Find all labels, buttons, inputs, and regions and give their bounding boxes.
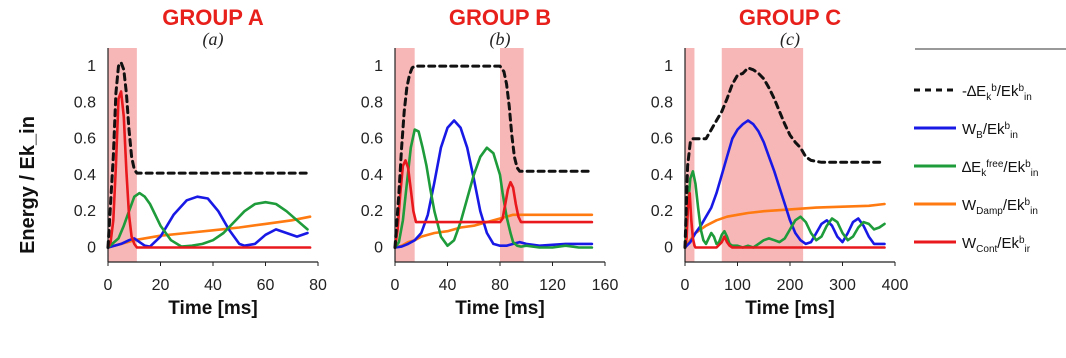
x-tick-label: 100	[724, 277, 751, 294]
panel-c: GROUP C(c) 1 0.8 0.6 0.4 0.2 0 0 100 200 300 400 Tim…	[651, 5, 909, 319]
y-tick-label: 0.6	[361, 131, 383, 148]
legend-label: WB/Ekbin	[962, 121, 1018, 141]
y-tick-label: 0.8	[361, 94, 383, 111]
x-tick-label: 400	[882, 277, 909, 294]
x-tick-label: 80	[491, 277, 509, 294]
highlight-band	[721, 48, 804, 262]
series-line-WB	[393, 119, 594, 249]
x-axis-label: Time [ms]	[745, 298, 834, 319]
series-line-dEkb	[106, 61, 312, 249]
y-tick-label: 0	[87, 239, 96, 256]
panel-label: (b)	[490, 29, 511, 50]
panels: GROUP A(a) 1 0.8 0.6 0.4 0.2 0 0 20 40 60 80 Time [m…	[74, 5, 909, 319]
x-tick-label: 0	[391, 277, 400, 294]
y-tick-label: 0.2	[651, 203, 673, 220]
x-tick-label: 40	[204, 277, 222, 294]
y-tick-label: 0.4	[361, 167, 383, 184]
series-line-WCont	[393, 159, 594, 249]
y-axis-label: Energy / Ek_in	[17, 116, 39, 254]
y-tick-label: 1	[664, 58, 673, 75]
legend-label: -∆Ekb/Ekbin	[962, 83, 1032, 103]
group-title: GROUP B	[449, 5, 551, 30]
y-tick-label: 1	[87, 58, 96, 75]
x-tick-label: 0	[681, 277, 690, 294]
legend: -∆Ekb/Ekbin WB/Ekbin ∆Ekfree/Ekbin WDamp/Ek…	[914, 83, 1038, 255]
series-line-WCont	[106, 90, 312, 249]
highlight-band	[500, 48, 524, 262]
legend-item-WDamp: WDamp/Ekbin	[914, 197, 1038, 217]
series-line-WB	[106, 195, 309, 249]
x-tick-label: 300	[829, 277, 856, 294]
x-tick-label: 0	[104, 277, 113, 294]
series-line-WB	[683, 119, 886, 249]
group-title: GROUP C	[739, 5, 841, 30]
panel-label: (c)	[780, 29, 800, 50]
legend-item-dEkb: -∆Ekb/Ekbin	[914, 83, 1032, 103]
x-tick-label: 40	[439, 277, 457, 294]
series-line-dEkb	[393, 64, 594, 249]
legend-label: WDamp/Ekbin	[962, 197, 1038, 217]
legend-item-WCont: WCont/Ekbir	[914, 235, 1031, 255]
y-tick-label: 0.6	[74, 131, 96, 148]
legend-label: WCont/Ekbir	[962, 235, 1031, 255]
y-tick-label: 0	[664, 239, 673, 256]
series-line-dEkb	[683, 66, 886, 249]
x-tick-label: 20	[152, 277, 170, 294]
panel-b: GROUP B(b) 1 0.8 0.6 0.4 0.2 0 0 40 80 120 160 Time …	[361, 5, 619, 319]
y-tick-label: 0.8	[651, 94, 673, 111]
y-tick-label: 0.4	[651, 167, 673, 184]
legend-item-WB: WB/Ekbin	[914, 121, 1018, 141]
y-tick-label: 1	[374, 58, 383, 75]
group-title: GROUP A	[162, 5, 264, 30]
legend-label: ∆Ekfree/Ekbin	[962, 159, 1038, 179]
x-tick-label: 160	[592, 277, 619, 294]
x-axis-label: Time [ms]	[168, 298, 257, 319]
x-axis-label: Time [ms]	[455, 298, 544, 319]
y-tick-label: 0.6	[651, 131, 673, 148]
x-tick-label: 120	[539, 277, 566, 294]
y-tick-label: 0.4	[74, 167, 96, 184]
series-line-dEkfree	[106, 191, 309, 249]
y-tick-label: 0.2	[74, 203, 96, 220]
legend-item-dEkfree: ∆Ekfree/Ekbin	[914, 159, 1038, 179]
series-line-WCont	[683, 191, 886, 249]
panel-label: (a)	[203, 29, 224, 50]
x-tick-label: 80	[309, 277, 327, 294]
x-tick-label: 200	[777, 277, 804, 294]
panel-a: GROUP A(a) 1 0.8 0.6 0.4 0.2 0 0 20 40 60 80 Time [m…	[74, 5, 327, 319]
y-tick-label: 0	[374, 239, 383, 256]
x-tick-label: 60	[257, 277, 275, 294]
y-tick-label: 0.2	[361, 203, 383, 220]
y-tick-label: 0.8	[74, 94, 96, 111]
series-line-dEkfree	[393, 128, 594, 249]
series-line-dEkfree	[683, 170, 886, 249]
